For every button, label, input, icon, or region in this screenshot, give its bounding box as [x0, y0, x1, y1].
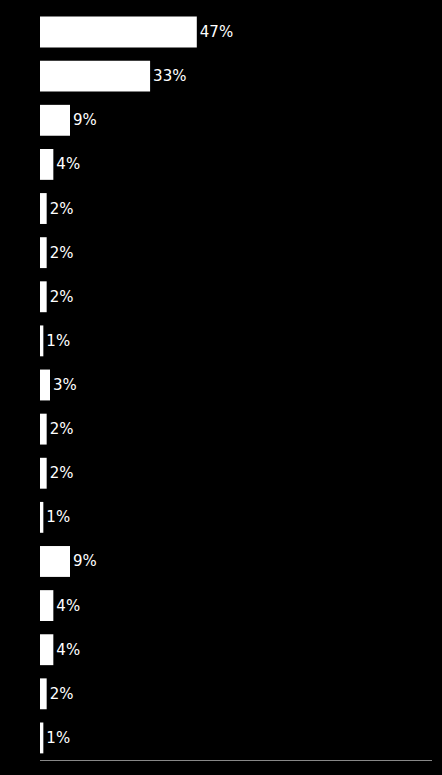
svg-text:1%: 1% [46, 332, 70, 350]
svg-text:2%: 2% [50, 288, 74, 306]
svg-text:47%: 47% [200, 23, 233, 41]
svg-text:9%: 9% [73, 552, 97, 570]
svg-text:2%: 2% [50, 685, 74, 703]
svg-text:1%: 1% [46, 729, 70, 747]
svg-text:2%: 2% [50, 420, 74, 438]
svg-text:9%: 9% [73, 111, 97, 129]
svg-text:33%: 33% [153, 67, 186, 85]
svg-text:2%: 2% [50, 244, 74, 262]
svg-text:3%: 3% [53, 376, 77, 394]
svg-text:4%: 4% [56, 597, 80, 615]
svg-text:4%: 4% [56, 155, 80, 173]
svg-text:4%: 4% [56, 641, 80, 659]
svg-text:2%: 2% [50, 464, 74, 482]
svg-text:1%: 1% [46, 508, 70, 526]
svg-text:2%: 2% [50, 200, 74, 218]
